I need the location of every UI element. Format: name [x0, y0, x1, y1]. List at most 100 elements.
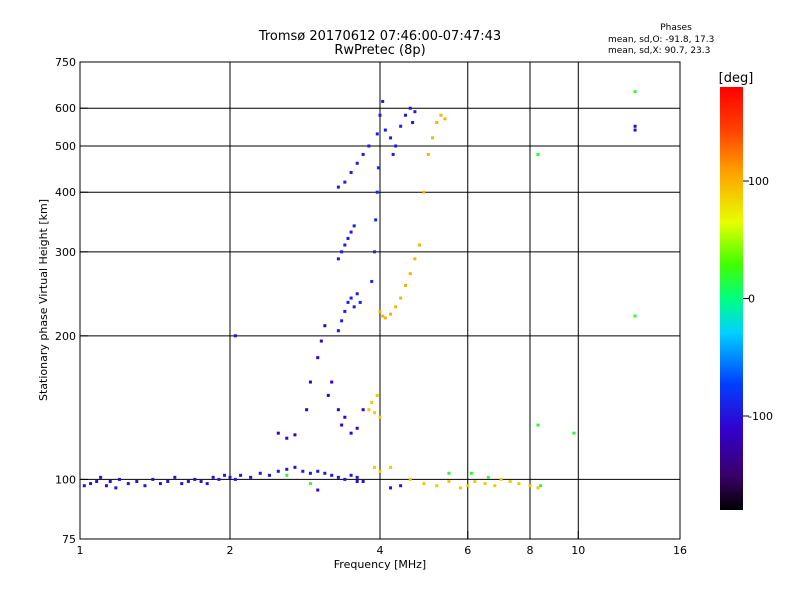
data-point: [469, 471, 473, 475]
colorbar: [720, 87, 743, 510]
data-point: [258, 471, 262, 475]
data-point: [343, 415, 347, 419]
data-point: [399, 484, 403, 488]
y-tick-label: 500: [55, 140, 76, 153]
data-point: [158, 482, 162, 486]
data-point: [285, 467, 289, 471]
x-tick-label: 16: [673, 544, 687, 557]
data-point: [228, 475, 232, 479]
data-point: [308, 471, 312, 475]
data-point: [233, 334, 237, 338]
data-point: [435, 484, 439, 488]
data-point: [330, 473, 334, 477]
data-point: [323, 471, 327, 475]
data-point: [403, 283, 407, 287]
data-point: [447, 471, 451, 475]
data-point: [391, 152, 395, 156]
data-point: [95, 479, 99, 483]
data-point: [408, 272, 412, 276]
data-point: [373, 411, 377, 415]
data-point: [358, 300, 362, 304]
data-point: [305, 408, 309, 412]
data-point: [383, 316, 387, 320]
colorbar-tick-label: 0: [748, 293, 755, 306]
data-point: [352, 305, 356, 309]
phases-title: Phases: [660, 23, 692, 33]
colorbar-label: [deg]: [719, 71, 754, 86]
data-point: [435, 121, 439, 125]
data-point: [316, 469, 320, 473]
data-point: [375, 393, 379, 397]
data-point: [199, 479, 203, 483]
data-point: [443, 117, 447, 121]
data-point: [426, 152, 430, 156]
grid: [80, 62, 680, 539]
data-point: [151, 477, 155, 481]
data-point: [422, 190, 426, 194]
data-point: [394, 305, 398, 309]
data-point: [267, 473, 271, 477]
data-point: [517, 482, 521, 486]
data-point: [536, 423, 540, 427]
data-point: [349, 431, 353, 435]
data-point: [323, 324, 327, 328]
data-point: [375, 190, 379, 194]
data-point: [389, 312, 393, 316]
data-point: [143, 484, 147, 488]
data-point: [336, 257, 340, 261]
data-point: [233, 477, 237, 481]
data-point: [346, 236, 350, 240]
data-point: [349, 473, 353, 477]
data-point: [411, 121, 415, 125]
data-point: [293, 465, 297, 469]
data-point: [166, 479, 170, 483]
colorbar-tick-label: 100: [748, 175, 769, 188]
data-point: [375, 132, 379, 136]
data-point: [173, 475, 177, 479]
data-point: [89, 482, 93, 486]
data-point: [117, 477, 121, 481]
data-point: [193, 477, 197, 481]
data-point: [316, 488, 320, 492]
data-point: [223, 473, 227, 477]
data-point: [458, 486, 462, 490]
data-point: [528, 484, 532, 488]
data-point: [285, 473, 289, 477]
data-point: [367, 144, 371, 148]
data-point: [352, 224, 356, 228]
data-point: [413, 257, 417, 261]
data-point: [340, 423, 344, 427]
data-point: [389, 486, 393, 490]
y-tick-label: 750: [55, 56, 76, 69]
data-point: [370, 400, 374, 404]
data-point: [326, 393, 330, 397]
data-point: [378, 113, 382, 117]
data-point: [367, 408, 371, 412]
data-point: [239, 473, 243, 477]
colorbar-tick-label: -100: [748, 410, 773, 423]
data-point: [285, 436, 289, 440]
data-point: [180, 482, 184, 486]
data-point: [343, 243, 347, 247]
data-point: [378, 309, 382, 313]
data-point: [381, 99, 385, 103]
data-point: [572, 431, 576, 435]
data-point: [355, 426, 359, 430]
x-axis-label: Frequency [MHz]: [334, 558, 426, 571]
data-point: [343, 477, 347, 481]
data-point: [104, 484, 108, 488]
x-tick-label: 1: [77, 544, 84, 557]
data-point: [378, 415, 382, 419]
y-tick-label: 300: [55, 246, 76, 259]
data-point: [114, 486, 118, 490]
data-point: [383, 128, 387, 132]
data-point: [336, 475, 340, 479]
x-tick-label: 6: [464, 544, 471, 557]
data-point: [343, 309, 347, 313]
data-point: [276, 431, 280, 435]
data-point: [249, 475, 253, 479]
data-point: [355, 161, 359, 165]
data-point: [508, 479, 512, 483]
data-points: [82, 90, 637, 492]
data-point: [376, 166, 380, 170]
